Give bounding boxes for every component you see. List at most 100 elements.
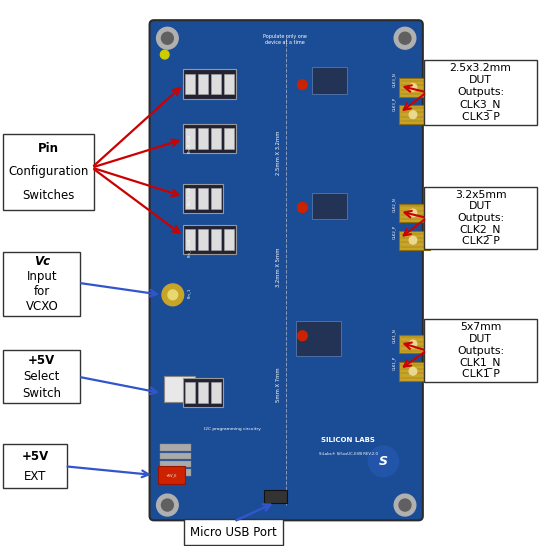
Circle shape <box>298 80 307 90</box>
FancyBboxPatch shape <box>264 490 287 503</box>
Text: Outputs:: Outputs: <box>457 87 504 97</box>
FancyBboxPatch shape <box>399 231 430 250</box>
FancyBboxPatch shape <box>399 204 430 222</box>
Circle shape <box>168 290 178 300</box>
FancyBboxPatch shape <box>198 74 208 94</box>
FancyBboxPatch shape <box>198 382 208 403</box>
FancyBboxPatch shape <box>198 229 208 250</box>
Circle shape <box>409 236 417 244</box>
FancyBboxPatch shape <box>312 67 347 94</box>
Text: CLK1_N: CLK1_N <box>392 328 396 343</box>
Circle shape <box>162 284 184 306</box>
Text: CLK2_N: CLK2_N <box>392 197 396 212</box>
FancyBboxPatch shape <box>183 69 236 99</box>
FancyBboxPatch shape <box>399 335 430 353</box>
FancyBboxPatch shape <box>211 74 221 94</box>
FancyBboxPatch shape <box>160 444 191 451</box>
Circle shape <box>160 50 169 59</box>
Text: Outputs:: Outputs: <box>457 213 504 223</box>
FancyBboxPatch shape <box>160 469 191 476</box>
Circle shape <box>161 32 173 44</box>
FancyBboxPatch shape <box>312 193 347 219</box>
Text: Pin_8_Ctrl: Pin_8_Ctrl <box>187 134 191 153</box>
Circle shape <box>368 446 399 477</box>
Circle shape <box>161 499 173 511</box>
FancyBboxPatch shape <box>185 128 195 149</box>
Text: DUT: DUT <box>469 201 492 211</box>
Circle shape <box>298 203 307 212</box>
Text: Populate only one
device at a time: Populate only one device at a time <box>263 34 307 45</box>
Text: CLK3_N: CLK3_N <box>392 72 396 87</box>
Circle shape <box>157 27 178 49</box>
Text: Pin_7_Ctrl: Pin_7_Ctrl <box>187 186 191 205</box>
Text: 5x7mm: 5x7mm <box>460 322 501 333</box>
FancyBboxPatch shape <box>211 188 221 209</box>
Text: S: S <box>379 455 388 468</box>
FancyBboxPatch shape <box>3 134 94 210</box>
FancyBboxPatch shape <box>296 321 341 356</box>
FancyBboxPatch shape <box>164 376 195 402</box>
Text: Select: Select <box>24 370 60 383</box>
FancyBboxPatch shape <box>158 466 185 484</box>
Circle shape <box>409 84 417 91</box>
Text: Pin: Pin <box>38 142 59 155</box>
Text: +5V: +5V <box>28 354 56 367</box>
FancyBboxPatch shape <box>211 229 221 250</box>
FancyBboxPatch shape <box>399 78 430 97</box>
FancyBboxPatch shape <box>211 128 221 149</box>
Text: 3.2mm X 5mm: 3.2mm X 5mm <box>276 248 281 287</box>
FancyBboxPatch shape <box>183 184 223 213</box>
Text: VCXO: VCXO <box>25 300 58 313</box>
Text: 5mm X 7mm: 5mm X 7mm <box>276 367 281 402</box>
FancyBboxPatch shape <box>424 60 537 125</box>
Circle shape <box>298 331 307 341</box>
Text: CLK3 P: CLK3 P <box>462 112 500 122</box>
Text: Micro USB Port: Micro USB Port <box>190 526 277 539</box>
FancyBboxPatch shape <box>3 252 80 316</box>
Text: CLK2_N: CLK2_N <box>460 224 501 235</box>
Text: SiLabs® Si5xxUC-EVB REV.2.0: SiLabs® Si5xxUC-EVB REV.2.0 <box>319 452 378 456</box>
Text: I2C programming circuitry: I2C programming circuitry <box>204 426 261 431</box>
FancyBboxPatch shape <box>183 225 236 254</box>
Circle shape <box>157 494 178 516</box>
FancyBboxPatch shape <box>160 453 191 459</box>
FancyBboxPatch shape <box>399 362 430 381</box>
FancyBboxPatch shape <box>185 188 195 209</box>
Text: CLK1_P: CLK1_P <box>392 356 396 370</box>
FancyBboxPatch shape <box>224 74 234 94</box>
Circle shape <box>399 499 411 511</box>
Text: Switch: Switch <box>22 387 62 400</box>
Text: DUT: DUT <box>469 75 492 85</box>
Text: CLK3_N: CLK3_N <box>460 99 501 110</box>
FancyBboxPatch shape <box>424 319 537 382</box>
Text: Configuration: Configuration <box>9 165 89 179</box>
Text: Pin_1: Pin_1 <box>187 287 191 298</box>
FancyBboxPatch shape <box>185 74 195 94</box>
Text: CLK2 P: CLK2 P <box>462 236 500 246</box>
Text: 2.5x3.2mm: 2.5x3.2mm <box>450 63 511 73</box>
FancyBboxPatch shape <box>150 20 423 520</box>
Text: 3.2x5mm: 3.2x5mm <box>455 189 507 200</box>
Text: Input: Input <box>26 270 57 283</box>
Text: CLK1 P: CLK1 P <box>462 369 500 379</box>
FancyBboxPatch shape <box>183 124 236 153</box>
Text: CLK3_P: CLK3_P <box>392 97 396 111</box>
FancyBboxPatch shape <box>224 229 234 250</box>
Circle shape <box>409 111 417 118</box>
FancyBboxPatch shape <box>3 444 67 488</box>
Text: CLK2_P: CLK2_P <box>392 225 396 239</box>
Circle shape <box>409 367 417 375</box>
Text: +5V_E: +5V_E <box>165 473 177 477</box>
FancyBboxPatch shape <box>211 382 221 403</box>
FancyBboxPatch shape <box>224 128 234 149</box>
Circle shape <box>394 494 416 516</box>
Text: 2.5mm X 3.2mm: 2.5mm X 3.2mm <box>276 130 281 175</box>
Text: Pin_2_Ctrl: Pin_2_Ctrl <box>187 238 191 257</box>
Text: +5V: +5V <box>22 450 49 463</box>
FancyBboxPatch shape <box>198 128 208 149</box>
Text: Outputs:: Outputs: <box>457 346 504 355</box>
Circle shape <box>394 27 416 49</box>
FancyBboxPatch shape <box>424 187 537 249</box>
Circle shape <box>399 32 411 44</box>
Circle shape <box>409 340 417 348</box>
